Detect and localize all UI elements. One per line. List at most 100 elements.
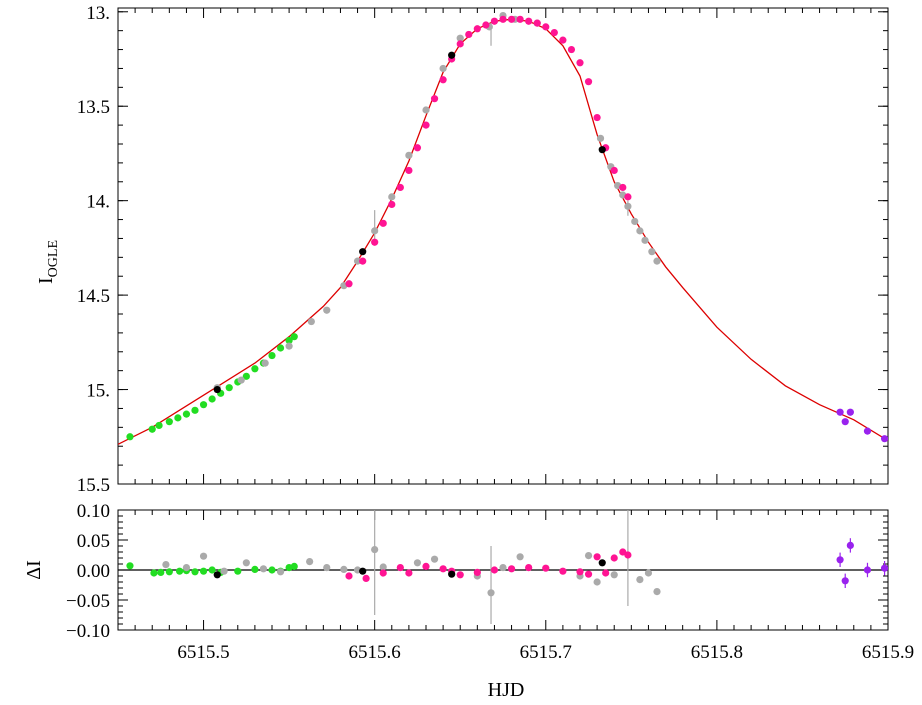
main-data-point — [507, 15, 516, 23]
main-data-point — [533, 19, 541, 27]
main-data-point — [191, 406, 199, 414]
main-data-point — [439, 64, 447, 73]
main-data-point — [516, 15, 524, 23]
main-data-point — [213, 385, 221, 394]
main-panel: 13. 13.5 14. 14.5 15. 15.5 — [77, 3, 889, 496]
main-data-point — [165, 418, 173, 426]
main-data-point — [525, 17, 533, 25]
main-data-point — [465, 30, 473, 39]
main-data-point — [636, 227, 644, 235]
main-data-point — [405, 166, 413, 175]
residual-data-point — [644, 569, 653, 577]
main-data-point — [653, 257, 661, 265]
residual-data-point — [602, 569, 610, 577]
main-data-point — [596, 134, 605, 142]
main-data-point — [388, 200, 396, 209]
model-curve — [118, 18, 888, 445]
main-data-point — [285, 342, 293, 350]
main-data-point — [439, 76, 447, 84]
residual-data-point — [584, 552, 593, 560]
main-data-point — [542, 23, 550, 31]
main-data-point — [208, 395, 216, 403]
x-tick-label: 6515.7 — [520, 642, 572, 663]
residual-data-point — [610, 554, 618, 562]
main-data-point — [359, 248, 367, 256]
residual-data-point — [593, 553, 601, 561]
main-data-point — [846, 408, 854, 416]
residual-data-point — [268, 566, 276, 574]
residual-data-point — [162, 561, 170, 569]
main-data-point — [225, 384, 233, 392]
main-data-point — [251, 365, 259, 373]
residual-data-point — [251, 565, 259, 574]
main-data-point — [610, 166, 618, 175]
residual-data-point — [413, 559, 422, 567]
residual-data-point — [610, 571, 618, 579]
main-data-point — [593, 113, 601, 122]
main-y-tick-label: 13. — [86, 3, 110, 24]
main-data-point — [237, 376, 245, 384]
residual-data-point — [199, 567, 208, 575]
main-data-point — [584, 78, 593, 86]
residual-data-point — [576, 568, 584, 576]
residual-data-point — [542, 564, 550, 572]
main-data-point — [148, 425, 156, 433]
main-data-point — [836, 408, 844, 416]
residual-data-point — [439, 565, 447, 573]
main-data-point — [567, 45, 576, 54]
main-data-point — [624, 202, 632, 210]
residual-data-point — [371, 546, 379, 554]
residual-data-point — [150, 569, 158, 577]
main-data-point — [490, 17, 499, 25]
x-tick-label: 6515.5 — [177, 642, 229, 663]
residual-data-point — [191, 568, 199, 576]
residual-data-point — [487, 589, 495, 597]
main-data-point — [388, 193, 396, 201]
main-data-point — [126, 433, 134, 441]
residual-data-point — [499, 564, 507, 572]
main-data-point — [290, 333, 298, 341]
residual-data-point — [430, 555, 439, 563]
main-data-point — [307, 317, 315, 326]
x-tick-label: 6515.6 — [349, 642, 401, 663]
main-plot-area — [118, 11, 888, 445]
main-y-tick-label: 14. — [86, 192, 110, 213]
residual-data-point — [290, 562, 298, 571]
main-data-point — [473, 25, 481, 33]
residual-data-point — [624, 551, 632, 559]
residual-data-point — [157, 568, 165, 577]
main-data-point — [482, 21, 490, 29]
residual-data-point — [516, 553, 524, 561]
residual-data-point — [323, 564, 331, 572]
residual-data-point — [126, 562, 134, 570]
main-data-point — [880, 435, 888, 443]
residual-data-point — [846, 541, 854, 550]
residual-data-point — [182, 564, 191, 572]
main-data-point — [456, 40, 464, 48]
main-data-point — [371, 238, 379, 246]
main-data-point — [268, 351, 276, 360]
residual-y-axis-label: ΔI — [23, 560, 45, 580]
x-axis-label: HJD — [488, 679, 525, 701]
main-data-point — [345, 280, 353, 288]
residual-data-point — [490, 566, 499, 574]
main-data-point — [359, 257, 367, 265]
residual-data-point — [598, 559, 606, 567]
main-data-point — [841, 418, 849, 426]
residual-data-point — [559, 567, 567, 575]
residual-data-point — [841, 577, 849, 585]
main-data-point — [276, 344, 285, 352]
residual-panel: 0.10 0.05 0.00 −0.05 −0.10 6515.5 6515.6 6515.7… — [66, 501, 914, 663]
residual-data-point — [199, 552, 208, 560]
residual-data-point — [340, 565, 348, 574]
residual-data-point — [165, 568, 173, 576]
residual-data-point — [836, 556, 844, 564]
residual-y-tick-label: −0.10 — [66, 621, 110, 642]
residual-data-point — [234, 567, 242, 575]
main-plot-frame — [117, 7, 889, 485]
main-data-point — [631, 217, 639, 226]
residual-data-point — [345, 572, 353, 580]
main-data-point — [550, 28, 558, 37]
main-y-tick-label: 13.5 — [77, 97, 110, 118]
